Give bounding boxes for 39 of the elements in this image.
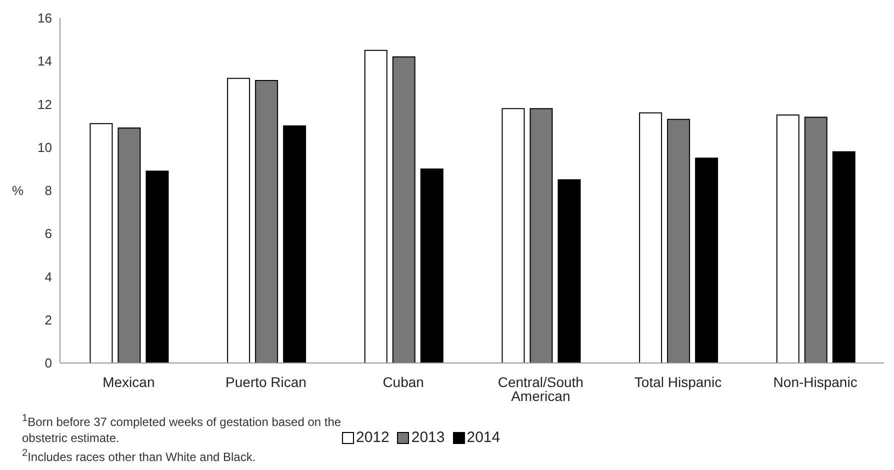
bar <box>364 50 388 363</box>
bar <box>695 158 718 363</box>
bar <box>558 179 581 363</box>
y-tick-label: 10 <box>38 140 52 155</box>
legend-label: 2014 <box>466 429 500 446</box>
y-axis-title: % <box>12 183 24 198</box>
bar <box>118 127 141 363</box>
legend-label: 2013 <box>410 429 445 446</box>
bar <box>283 125 306 363</box>
y-tick-label: 14 <box>38 54 52 69</box>
text: $^{1}$Born before 37 completed weeks of gestation based on the obstetric estimate. <box>22 412 342 446</box>
bar <box>392 56 416 363</box>
x-tick-label: Total Hispanic <box>634 374 722 390</box>
bar <box>776 114 800 363</box>
bar <box>667 118 690 363</box>
y-tick-label: 6 <box>44 226 52 242</box>
bar <box>146 170 169 363</box>
x-tick-label: Non-Hispanic <box>773 374 858 390</box>
bar <box>804 116 828 363</box>
bar <box>227 78 250 363</box>
y-tick-label: 8 <box>44 183 52 198</box>
bar <box>530 108 553 363</box>
y-tick-label: 12 <box>38 96 52 112</box>
y-tick-label: 16 <box>38 10 52 26</box>
bar <box>832 151 856 363</box>
x-tick-label: Central/South American <box>498 374 584 404</box>
bar <box>639 112 662 363</box>
y-tick-label: 4 <box>44 269 52 284</box>
bar <box>420 168 444 363</box>
x-tick-label: Cuban <box>382 374 424 390</box>
x-tick-label: Mexican <box>102 374 155 390</box>
text: $^{2}$Includes races other than White and Black. <box>22 447 257 465</box>
y-tick-label: 0 <box>44 356 52 371</box>
bar <box>502 108 525 363</box>
y-tick-label: 2 <box>44 312 52 328</box>
x-tick-label: Puerto Rican <box>226 374 306 390</box>
bar <box>255 80 278 363</box>
legend-label: 2012 <box>355 429 390 446</box>
bar <box>90 123 113 363</box>
